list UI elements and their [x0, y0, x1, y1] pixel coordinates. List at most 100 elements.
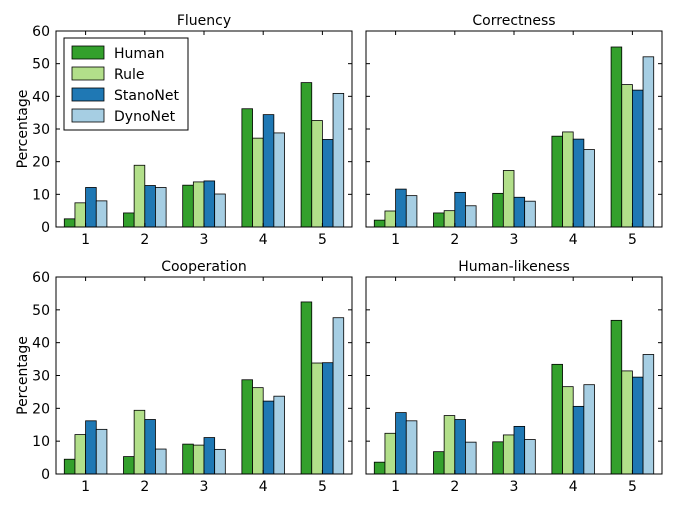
x-tick-label: 3	[200, 232, 209, 248]
bar-human-5	[610, 319, 623, 475]
bar-stanonet-4	[572, 138, 585, 228]
bar-human-5	[610, 46, 623, 228]
bar-stanonet-5	[321, 139, 334, 228]
bar-rule-5	[311, 120, 323, 228]
bar-stanonet-1	[395, 412, 407, 475]
bar-dynonet-1	[405, 420, 418, 475]
x-tick-label: 2	[450, 232, 459, 248]
bar-stanonet-1	[85, 187, 97, 228]
bar-rule-4	[252, 137, 264, 228]
bar-human-3	[492, 441, 504, 475]
legend-swatch-human	[71, 45, 105, 60]
x-tick-label: 3	[510, 232, 519, 248]
bar-rule-2	[133, 164, 146, 228]
y-tick-label: 20	[32, 155, 50, 171]
bar-dynonet-4	[273, 395, 285, 475]
y-tick-label: 40	[32, 336, 50, 352]
x-tick-label: 3	[200, 479, 209, 495]
bar-stanonet-3	[203, 180, 216, 228]
x-tick-label: 2	[140, 232, 149, 248]
bar-dynonet-4	[583, 149, 595, 228]
bar-stanonet-4	[262, 400, 275, 475]
bar-rule-3	[192, 181, 205, 228]
bar-stanonet-3	[513, 425, 526, 475]
bar-stanonet-5	[632, 376, 644, 475]
bar-dynonet-5	[332, 92, 345, 228]
bar-dynonet-5	[642, 354, 655, 475]
x-tick-label: 4	[259, 232, 268, 248]
y-tick-label: 20	[32, 401, 50, 417]
bar-human-3	[182, 184, 194, 228]
y-axis-label: Percentage	[15, 336, 31, 415]
bar-rule-3	[502, 170, 515, 228]
bar-stanonet-4	[262, 114, 275, 228]
bar-stanonet-2	[144, 419, 156, 475]
bar-stanonet-5	[632, 89, 644, 228]
bar-dynonet-2	[155, 187, 167, 228]
legend-swatch-stanonet	[71, 87, 105, 102]
bar-stanonet-2	[454, 419, 466, 475]
bar-stanonet-3	[203, 437, 216, 475]
x-tick-label: 2	[450, 479, 459, 495]
bar-human-2	[433, 212, 445, 228]
bar-human-2	[123, 456, 135, 475]
legend-swatch-dynonet	[71, 108, 105, 123]
bar-dynonet-5	[642, 56, 655, 228]
bar-stanonet-1	[395, 188, 407, 228]
bar-dynonet-2	[465, 205, 477, 228]
legend-label-rule: Rule	[114, 67, 144, 83]
y-tick-label: 10	[32, 434, 50, 450]
bar-human-4	[241, 379, 253, 475]
bar-rule-5	[311, 362, 323, 475]
legend-label-dynonet: DynoNet	[114, 109, 176, 125]
x-tick-label: 4	[569, 232, 578, 248]
bar-human-3	[182, 443, 194, 475]
x-tick-label: 4	[569, 479, 578, 495]
bar-human-2	[433, 451, 445, 475]
bar-human-5	[300, 301, 313, 475]
y-tick-label: 0	[41, 220, 50, 236]
y-tick-label: 50	[32, 303, 50, 319]
x-tick-label: 2	[140, 479, 149, 495]
bar-stanonet-2	[144, 185, 156, 228]
bar-human-4	[241, 108, 253, 228]
legend-label-human: Human	[114, 46, 165, 62]
x-tick-label: 5	[628, 479, 637, 495]
bar-human-5	[300, 82, 313, 228]
bar-human-1	[63, 458, 76, 475]
bar-stanonet-4	[572, 405, 585, 475]
bar-stanonet-2	[454, 191, 466, 228]
bar-rule-5	[621, 84, 633, 228]
y-tick-label: 0	[41, 467, 50, 483]
x-tick-label: 5	[318, 232, 327, 248]
panel-1: Fluency 0 10 20 30 40 50 60 1 2 3 4 5 Percentage Human…	[15, 13, 353, 248]
bar-human-1	[373, 219, 386, 228]
bar-dynonet-3	[214, 193, 226, 228]
bar-human-3	[492, 192, 504, 228]
y-tick-label: 40	[32, 89, 50, 105]
panel-2: Correctness 1 2 3 4 5	[365, 13, 663, 248]
x-tick-label: 4	[259, 479, 268, 495]
bar-rule-1	[384, 432, 397, 475]
bar-rule-4	[562, 386, 574, 475]
x-tick-label: 1	[391, 232, 400, 248]
bar-dynonet-3	[524, 439, 536, 475]
bar-dynonet-3	[214, 448, 226, 475]
panel-title: Fluency	[177, 13, 231, 29]
bar-rule-3	[192, 444, 205, 475]
bar-rule-2	[443, 210, 456, 228]
bar-human-2	[123, 212, 135, 228]
bar-dynonet-1	[95, 200, 108, 228]
bar-rule-2	[133, 409, 146, 475]
y-axis-label: Percentage	[15, 90, 31, 169]
bar-dynonet-3	[524, 200, 536, 228]
bar-dynonet-2	[465, 441, 477, 475]
x-tick-label: 5	[318, 479, 327, 495]
bar-dynonet-1	[95, 428, 108, 475]
legend-swatch-rule	[71, 66, 105, 81]
bar-rule-1	[74, 434, 87, 475]
bar-rule-1	[384, 210, 397, 228]
bar-human-1	[373, 461, 386, 475]
bar-rule-3	[502, 434, 515, 475]
